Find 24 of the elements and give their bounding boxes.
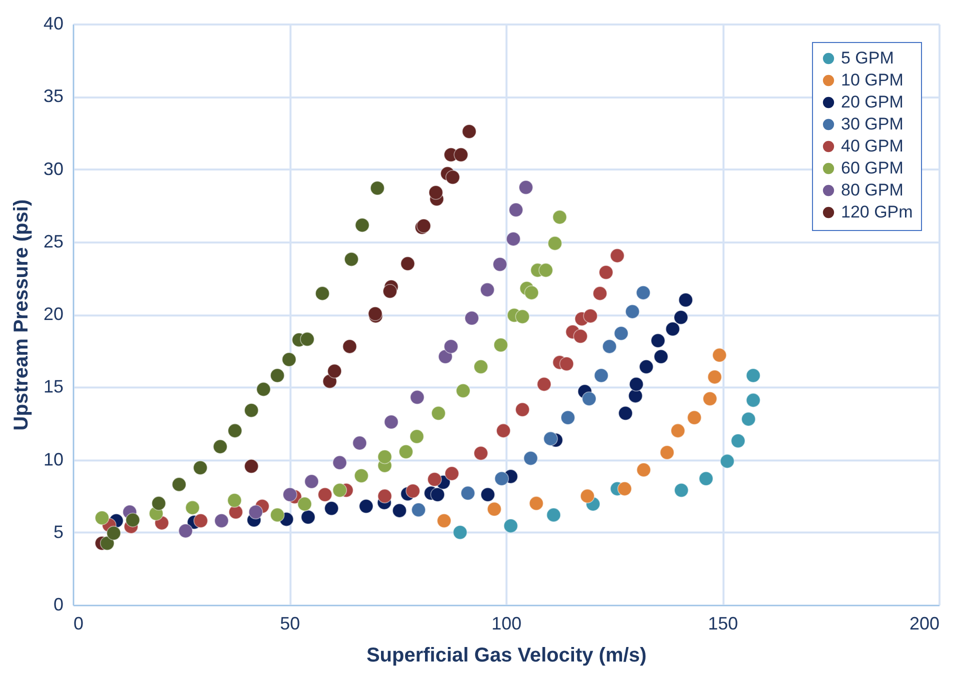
legend-label: 40 GPM [841, 136, 904, 156]
legend-label: 120 GPm [841, 202, 913, 222]
legend-label: 5 GPM [841, 48, 894, 68]
x-tick-label: 200 [909, 614, 940, 634]
y-tick-label: 20 [43, 304, 64, 324]
y-tick-label: 35 [43, 86, 64, 106]
legend-label: 80 GPM [841, 180, 904, 200]
x-tick-label: 150 [708, 614, 738, 634]
legend-label: 60 GPM [841, 158, 904, 178]
x-axis-title: Superficial Gas Velocity (m/s) [366, 644, 647, 666]
y-tick-label: 10 [43, 449, 64, 470]
y-tick-label: 40 [43, 14, 64, 34]
y-tick-label: 5 [53, 522, 64, 542]
x-tick-label: 100 [491, 614, 522, 634]
y-tick-label: 0 [53, 594, 64, 614]
legend-label: 10 GPM [841, 70, 904, 90]
legend-label: 20 GPM [841, 92, 904, 112]
y-axis-title: Upstream Pressure (psi) [10, 199, 32, 431]
y-tick-label: 25 [43, 231, 64, 252]
x-tick-label: 50 [280, 614, 300, 634]
y-tick-label: 15 [43, 376, 64, 397]
y-tick-label: 30 [43, 158, 64, 179]
legend-label: 30 GPM [841, 114, 904, 134]
x-tick-label: 0 [74, 614, 84, 634]
